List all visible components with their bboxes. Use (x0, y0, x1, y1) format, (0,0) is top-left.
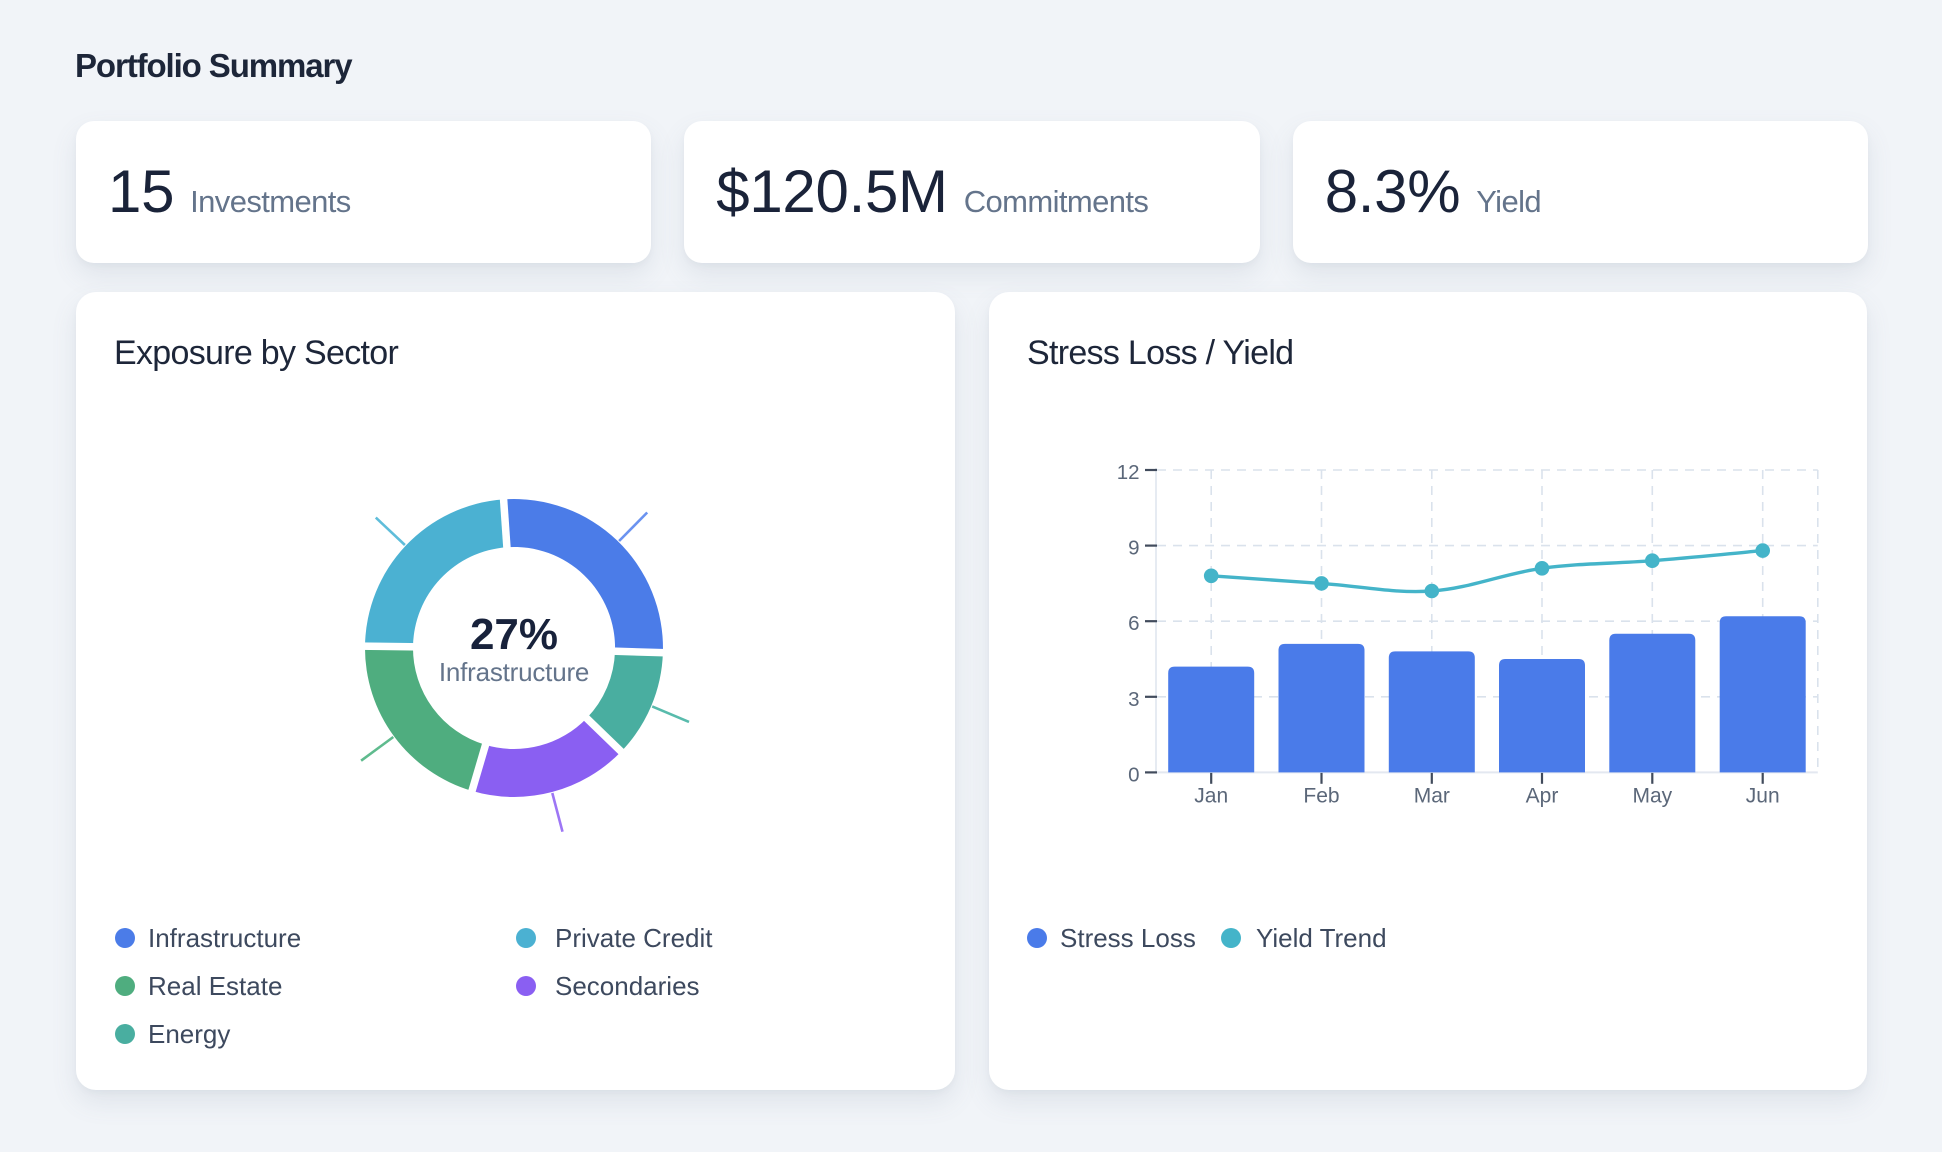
svg-text:Jan: Jan (1194, 785, 1228, 808)
svg-text:0: 0 (1128, 763, 1139, 786)
svg-text:Mar: Mar (1414, 785, 1450, 808)
svg-text:Apr: Apr (1526, 785, 1559, 808)
svg-text:6: 6 (1128, 612, 1139, 635)
svg-text:12: 12 (1117, 461, 1140, 484)
svg-text:May: May (1632, 785, 1672, 808)
svg-text:9: 9 (1128, 537, 1139, 560)
svg-text:Jun: Jun (1746, 785, 1780, 808)
svg-text:Feb: Feb (1303, 785, 1339, 808)
svg-text:3: 3 (1128, 688, 1139, 711)
